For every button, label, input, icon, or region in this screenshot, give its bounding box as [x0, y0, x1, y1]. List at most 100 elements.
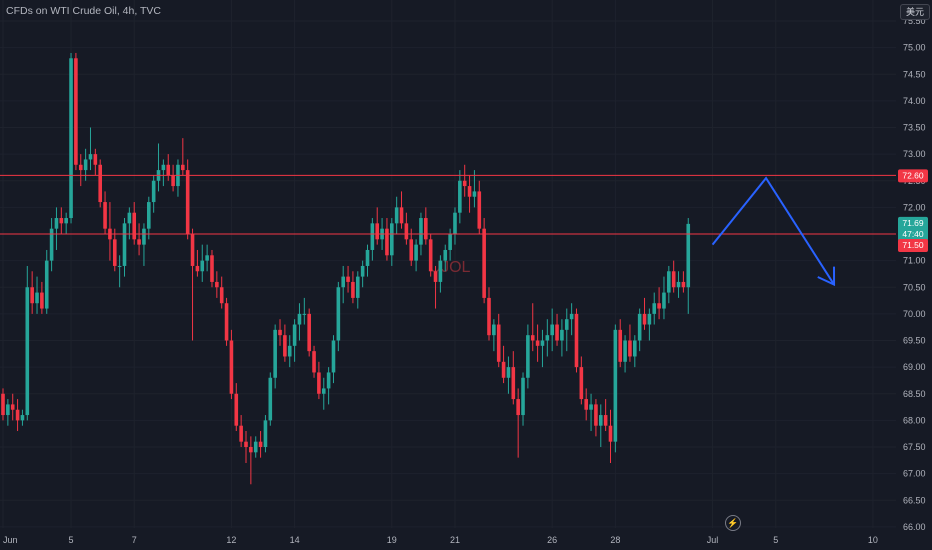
candle — [132, 202, 137, 245]
candle-body — [506, 367, 511, 378]
candle-body — [560, 329, 564, 341]
candle — [555, 313, 559, 346]
candle-body — [540, 340, 545, 346]
candle-body — [351, 281, 355, 298]
candle — [652, 292, 657, 325]
candle-body — [317, 372, 321, 394]
candle-body — [171, 175, 175, 187]
candles — [1, 52, 691, 485]
candle-body — [88, 154, 93, 160]
candle — [151, 175, 156, 213]
price-levels[interactable] — [0, 174, 896, 235]
candle — [1, 388, 5, 421]
candle — [185, 159, 190, 240]
candle-body — [594, 404, 598, 426]
candle — [540, 329, 545, 368]
projection-drawing[interactable] — [711, 176, 836, 287]
candle — [239, 415, 243, 447]
candle — [433, 265, 438, 309]
candle — [409, 228, 414, 266]
last-price-badge-text: 71.69 — [902, 218, 924, 228]
time-axis[interactable]: Jun 5 7 12 14 19 21 26 28 Jul 5 10 — [3, 535, 878, 545]
candle — [428, 234, 433, 277]
candle — [35, 276, 39, 314]
candle — [603, 399, 608, 432]
price-axis[interactable]: 75.5075.0074.5074.0073.5073.0072.5072.00… — [903, 16, 926, 532]
candle-body — [253, 441, 258, 453]
candle-body — [671, 271, 676, 288]
candle — [59, 207, 64, 234]
candle — [287, 335, 292, 368]
candle-body — [307, 313, 311, 352]
candle — [117, 255, 122, 288]
candle-body — [501, 361, 506, 378]
candle-body — [205, 255, 209, 261]
candle — [346, 265, 350, 293]
candle — [526, 324, 530, 389]
candle-body — [64, 218, 68, 224]
price-tick-label: 74.50 — [903, 69, 926, 79]
candle — [448, 228, 452, 261]
candle-body — [535, 340, 540, 346]
candle-body — [195, 265, 200, 272]
candle — [681, 271, 686, 293]
time-tick-label: 21 — [450, 535, 460, 545]
candle-body — [584, 399, 588, 410]
candle — [40, 281, 44, 314]
candle-body — [550, 324, 554, 336]
price-tick-label: 67.50 — [903, 442, 926, 452]
candle-body — [530, 335, 535, 341]
candle-body — [273, 329, 277, 378]
candle-body — [278, 329, 282, 336]
candle-body — [545, 335, 550, 341]
candle — [49, 218, 54, 272]
lightning-icon[interactable]: ⚡ — [725, 515, 741, 531]
candle — [176, 159, 180, 197]
candle — [594, 399, 598, 437]
candle — [394, 196, 399, 234]
candle — [516, 388, 520, 458]
time-tick-label: 14 — [290, 535, 300, 545]
candle — [618, 319, 623, 368]
candle-body — [511, 367, 516, 400]
candle-body — [326, 372, 331, 389]
candle — [253, 436, 258, 458]
projection-line[interactable] — [711, 176, 835, 286]
candle — [215, 271, 219, 298]
candle — [156, 143, 161, 192]
price-tick-label: 68.50 — [903, 389, 926, 399]
candle — [390, 218, 394, 266]
candle — [292, 319, 297, 362]
candle — [535, 324, 540, 362]
candle-body — [44, 260, 49, 309]
level-badge: 71.50 — [898, 239, 928, 252]
candle — [487, 287, 491, 341]
chart-grid — [0, 0, 896, 528]
candle — [263, 415, 268, 453]
candle-body — [98, 164, 102, 203]
candle — [424, 207, 428, 245]
candle-body — [112, 239, 117, 266]
time-tick-label: 7 — [132, 535, 137, 545]
candle — [326, 367, 331, 405]
candle — [93, 148, 98, 176]
candle-body — [409, 239, 414, 261]
candle — [642, 297, 647, 330]
candle-body — [394, 207, 399, 224]
candle-body — [336, 287, 341, 341]
last-price-badge-bg — [898, 216, 928, 241]
candle-body — [142, 228, 146, 245]
candle — [530, 303, 535, 352]
candle — [88, 127, 93, 171]
last-price-badge-text: 47:40 — [902, 229, 924, 239]
candle — [224, 297, 229, 346]
candle — [633, 335, 637, 368]
candle — [511, 351, 516, 405]
candle — [234, 383, 239, 432]
arrow-head — [817, 266, 836, 287]
currency-button[interactable]: 美元 — [900, 4, 930, 20]
candle-body — [268, 377, 273, 421]
candle-body — [137, 239, 141, 245]
candle-body — [263, 420, 268, 447]
